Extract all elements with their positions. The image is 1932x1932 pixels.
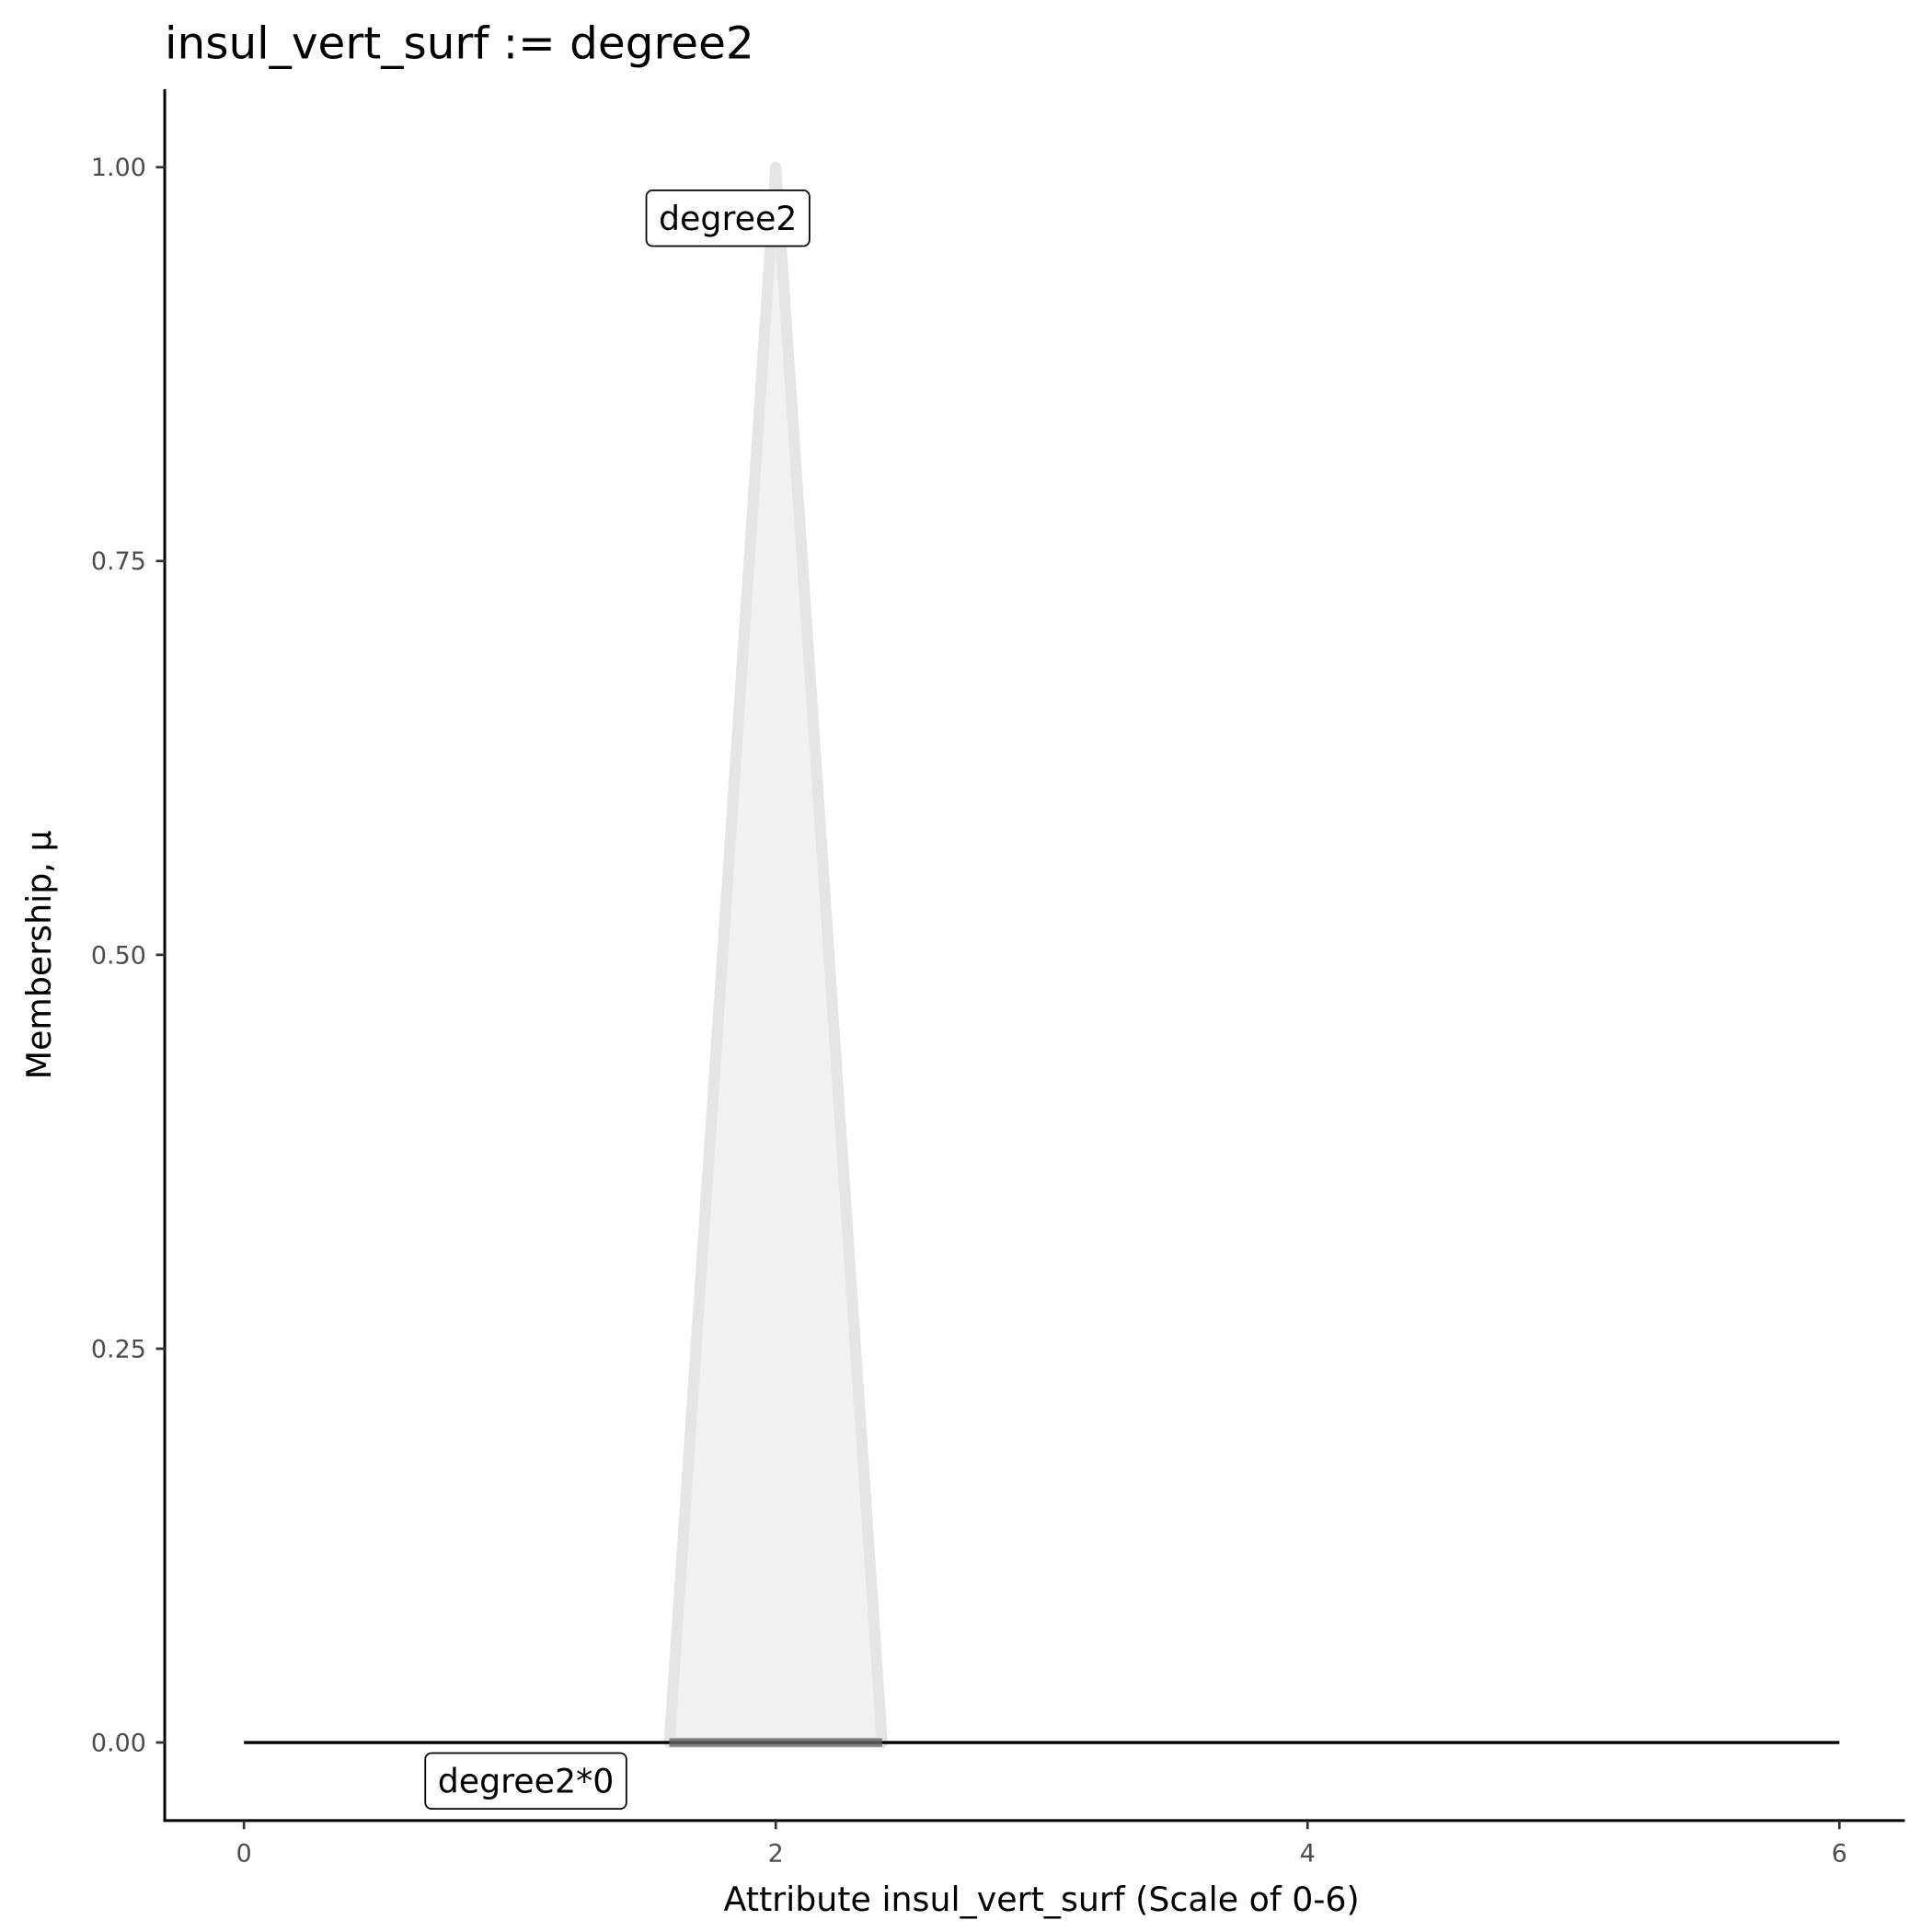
annotation-label: degree2*0 (424, 1752, 627, 1810)
y-tick-label: 0.75 (91, 547, 146, 576)
y-axis-title: Membership, μ (19, 831, 59, 1080)
annotation-label: degree2 (645, 190, 811, 247)
x-tick-label: 6 (1832, 1839, 1847, 1868)
x-tick-label: 0 (236, 1839, 252, 1868)
x-axis-title: Attribute insul_vert_surf (Scale of 0-6) (723, 1880, 1359, 1919)
annotation-box (424, 1752, 627, 1810)
membership-triangle-degree2 (663, 161, 888, 1749)
x-tick-label: 2 (768, 1839, 784, 1868)
chart-title: insul_vert_surf := degree2 (165, 17, 754, 69)
annotation-text: degree2 (659, 199, 797, 238)
y-tick-label: 1.00 (91, 154, 146, 182)
y-tick-label: 0.00 (91, 1729, 146, 1757)
y-tick-label: 0.25 (91, 1335, 146, 1363)
annotation-box (645, 190, 811, 247)
annotation-text: degree2*0 (438, 1762, 615, 1801)
x-tick-label: 4 (1300, 1839, 1316, 1868)
y-tick-label: 0.50 (91, 941, 146, 970)
